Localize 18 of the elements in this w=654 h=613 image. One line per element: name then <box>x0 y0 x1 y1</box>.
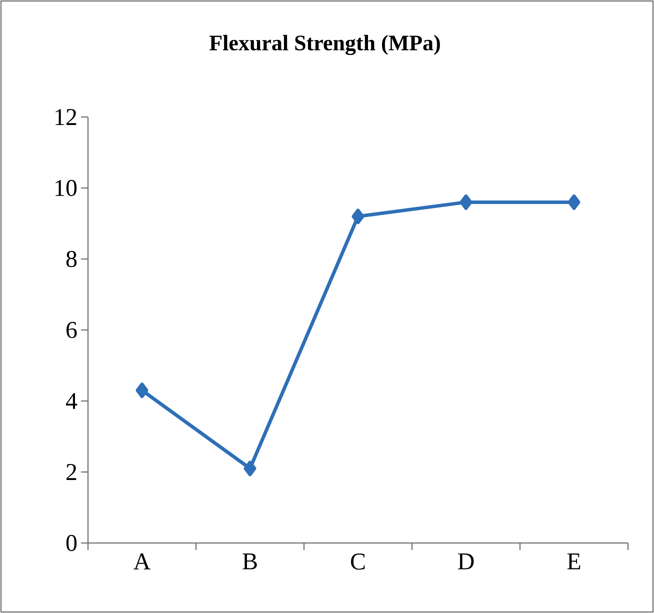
point <box>568 194 580 210</box>
x-tick-label: A <box>134 554 150 570</box>
x-tick-label: E <box>567 554 580 570</box>
y-tick-label: 8 <box>66 250 77 268</box>
y-tick-label: 12 <box>56 109 76 125</box>
y-tick-label: 4 <box>66 393 78 409</box>
x-tick-label: D <box>458 554 474 570</box>
y-tick-label: 2 <box>66 464 76 480</box>
point <box>136 382 148 398</box>
y-tick-label: 10 <box>56 180 77 196</box>
point <box>460 194 472 210</box>
chart-title: Flexural Strength (MPa) <box>209 34 440 56</box>
x-tick-label: C <box>350 554 365 570</box>
y-tick-label: 0 <box>66 534 77 552</box>
point <box>352 208 364 224</box>
x-tick-label: B <box>242 554 257 570</box>
point <box>244 460 256 476</box>
y-tick-label: 6 <box>66 322 77 338</box>
